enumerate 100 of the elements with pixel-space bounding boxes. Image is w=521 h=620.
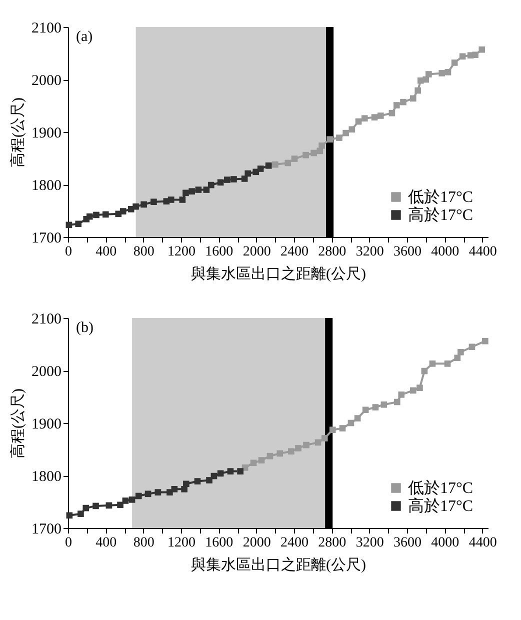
annotation: (a) — [76, 29, 93, 45]
point — [195, 186, 202, 193]
point — [66, 512, 73, 519]
point — [208, 182, 214, 188]
x-tick-label: 4000 — [431, 244, 460, 260]
point — [355, 118, 362, 125]
x-tick-label: 4000 — [431, 536, 460, 550]
x-tick-label: 3600 — [394, 244, 422, 260]
point — [284, 160, 292, 166]
point — [354, 415, 361, 422]
point — [86, 213, 93, 220]
point — [394, 398, 400, 406]
y-tick-label: 1700 — [32, 522, 62, 538]
y-tick-label: 2000 — [32, 73, 62, 89]
point — [182, 190, 189, 196]
point — [459, 53, 466, 60]
point — [454, 354, 461, 362]
point — [217, 470, 224, 477]
point — [102, 211, 109, 218]
point — [135, 492, 142, 500]
point — [78, 510, 84, 517]
point — [257, 166, 264, 172]
point — [393, 102, 400, 108]
point — [429, 360, 436, 367]
point — [295, 445, 302, 452]
point — [144, 490, 152, 498]
y-tick-label: 1700 — [32, 230, 62, 246]
x-tick-label: 0 — [65, 244, 72, 260]
point — [458, 348, 464, 356]
point — [478, 46, 486, 53]
legend-label: 高於17°C — [408, 497, 474, 515]
y-axis-title: 高程(公尺) — [10, 98, 26, 168]
point — [206, 477, 212, 484]
point — [444, 68, 452, 76]
point — [426, 71, 432, 78]
x-tick-label: 2800 — [318, 244, 346, 260]
point — [106, 502, 112, 509]
point — [227, 468, 234, 474]
point — [266, 452, 274, 460]
point — [321, 435, 328, 442]
point — [377, 112, 384, 119]
point — [154, 489, 162, 496]
x-tick-label: 2400 — [280, 244, 309, 260]
point — [326, 136, 333, 143]
point — [244, 170, 252, 177]
point — [183, 480, 190, 488]
point — [168, 196, 174, 203]
annotation: (b) — [76, 320, 94, 336]
point — [310, 150, 317, 156]
point — [117, 502, 124, 508]
point — [288, 448, 294, 455]
point — [388, 110, 396, 116]
point — [203, 186, 210, 193]
point — [241, 176, 248, 182]
x-tick-label: 1200 — [168, 536, 196, 550]
point — [339, 425, 346, 432]
x-tick-label: 3200 — [356, 536, 384, 550]
point — [188, 188, 195, 194]
point — [303, 442, 310, 448]
point — [93, 212, 100, 218]
legend-label: 高於17°C — [408, 206, 474, 224]
point — [230, 176, 237, 182]
legend-label: 低於17°C — [408, 479, 474, 497]
point — [348, 126, 356, 133]
x-tick-label: 2400 — [280, 536, 309, 550]
point — [482, 338, 488, 344]
x-tick-label: 4400 — [468, 244, 497, 260]
point — [250, 460, 257, 466]
point — [291, 156, 298, 162]
point — [372, 404, 379, 410]
point — [438, 70, 446, 76]
x-tick-label: 800 — [133, 536, 154, 550]
legend-label: 低於17°C — [408, 188, 474, 206]
y-tick-label: 1800 — [32, 469, 62, 485]
y-tick-label: 2100 — [32, 312, 62, 328]
x-tick-label: 1600 — [205, 244, 234, 260]
x-tick-label: 3200 — [356, 244, 384, 260]
point — [400, 98, 406, 106]
y-axis-title: 高程(公尺) — [10, 388, 26, 458]
point — [314, 439, 322, 446]
x-tick-label: 2000 — [242, 536, 271, 550]
point — [171, 486, 178, 492]
point — [371, 114, 378, 120]
point — [75, 220, 82, 228]
point — [224, 176, 230, 183]
point — [416, 384, 423, 391]
point — [92, 502, 99, 510]
x-tick-label: 0 — [65, 536, 72, 550]
point — [128, 496, 136, 503]
point — [468, 344, 476, 350]
point — [210, 472, 218, 480]
point — [120, 208, 126, 214]
point — [122, 498, 129, 504]
y-tick-label: 1900 — [32, 416, 62, 432]
point — [398, 391, 405, 398]
point — [336, 134, 342, 141]
point — [380, 401, 388, 408]
point — [66, 222, 72, 228]
point — [82, 504, 90, 512]
x-tick-label: 2800 — [318, 536, 346, 550]
